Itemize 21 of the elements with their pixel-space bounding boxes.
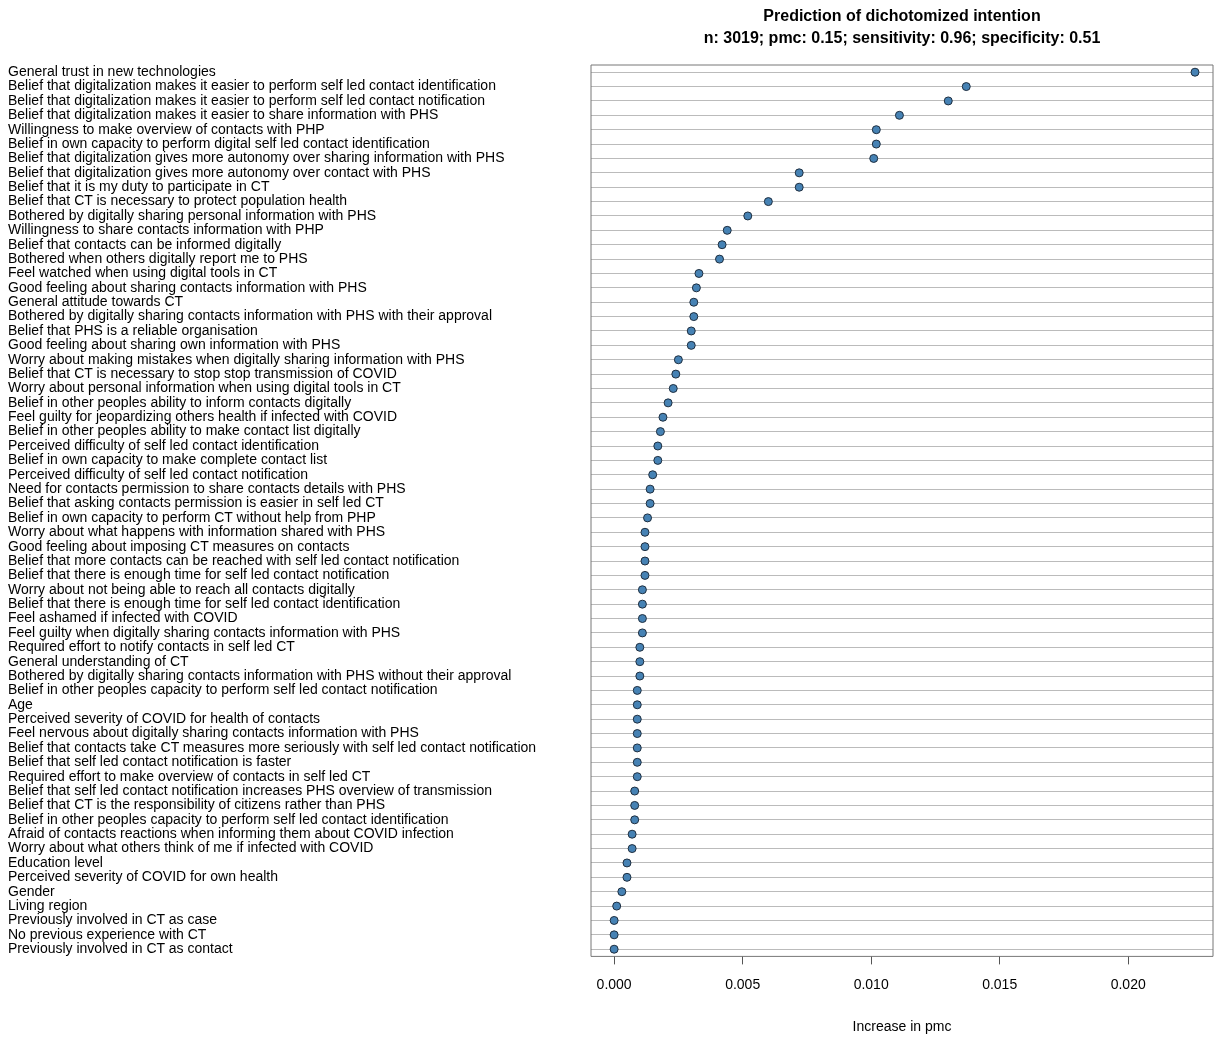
y-tick-label: Bothered by digitally sharing contacts information with PHS with their approval	[8, 307, 493, 324]
y-tick-label: Gender	[8, 882, 56, 899]
y-tick-label: Required effort to make overview of contacts in self led CT	[8, 767, 371, 784]
y-tick-label: Feel guilty when digitally sharing contacts information with PHS	[8, 623, 401, 640]
y-tick-label: Perceived severity of COVID for own health	[8, 868, 279, 885]
y-tick-label: Perceived severity of COVID for health of contacts	[8, 710, 321, 727]
y-tick-label: General trust in new technologies	[8, 63, 216, 80]
y-tick-label: Age	[8, 695, 34, 712]
x-tick-label: 0.015	[982, 975, 1018, 992]
x-tick-label: 0.020	[1110, 975, 1146, 992]
y-tick-label: Previously involved in CT as contact	[8, 940, 233, 957]
x-tick-label: 0.010	[853, 975, 889, 992]
chart-subtitle: n: 3019; pmc: 0.15; sensitivity: 0.96; specificity: 0.51	[703, 29, 1101, 47]
x-axis-title: Increase in pmc	[852, 1018, 952, 1035]
y-tick-label: Living region	[8, 896, 88, 913]
x-tick-label: 0.005	[725, 975, 761, 992]
y-tick-label: Belief that there is enough time for self led contact notification	[8, 566, 390, 583]
y-tick-label: Belief that self led contact notification is faster	[8, 753, 292, 770]
chart-title: Prediction of dichotomized intention	[763, 7, 1041, 25]
y-tick-label: Belief that CT is the responsibility of citizens rather than PHS	[8, 796, 386, 813]
x-tick-label: 0.000	[596, 975, 632, 992]
